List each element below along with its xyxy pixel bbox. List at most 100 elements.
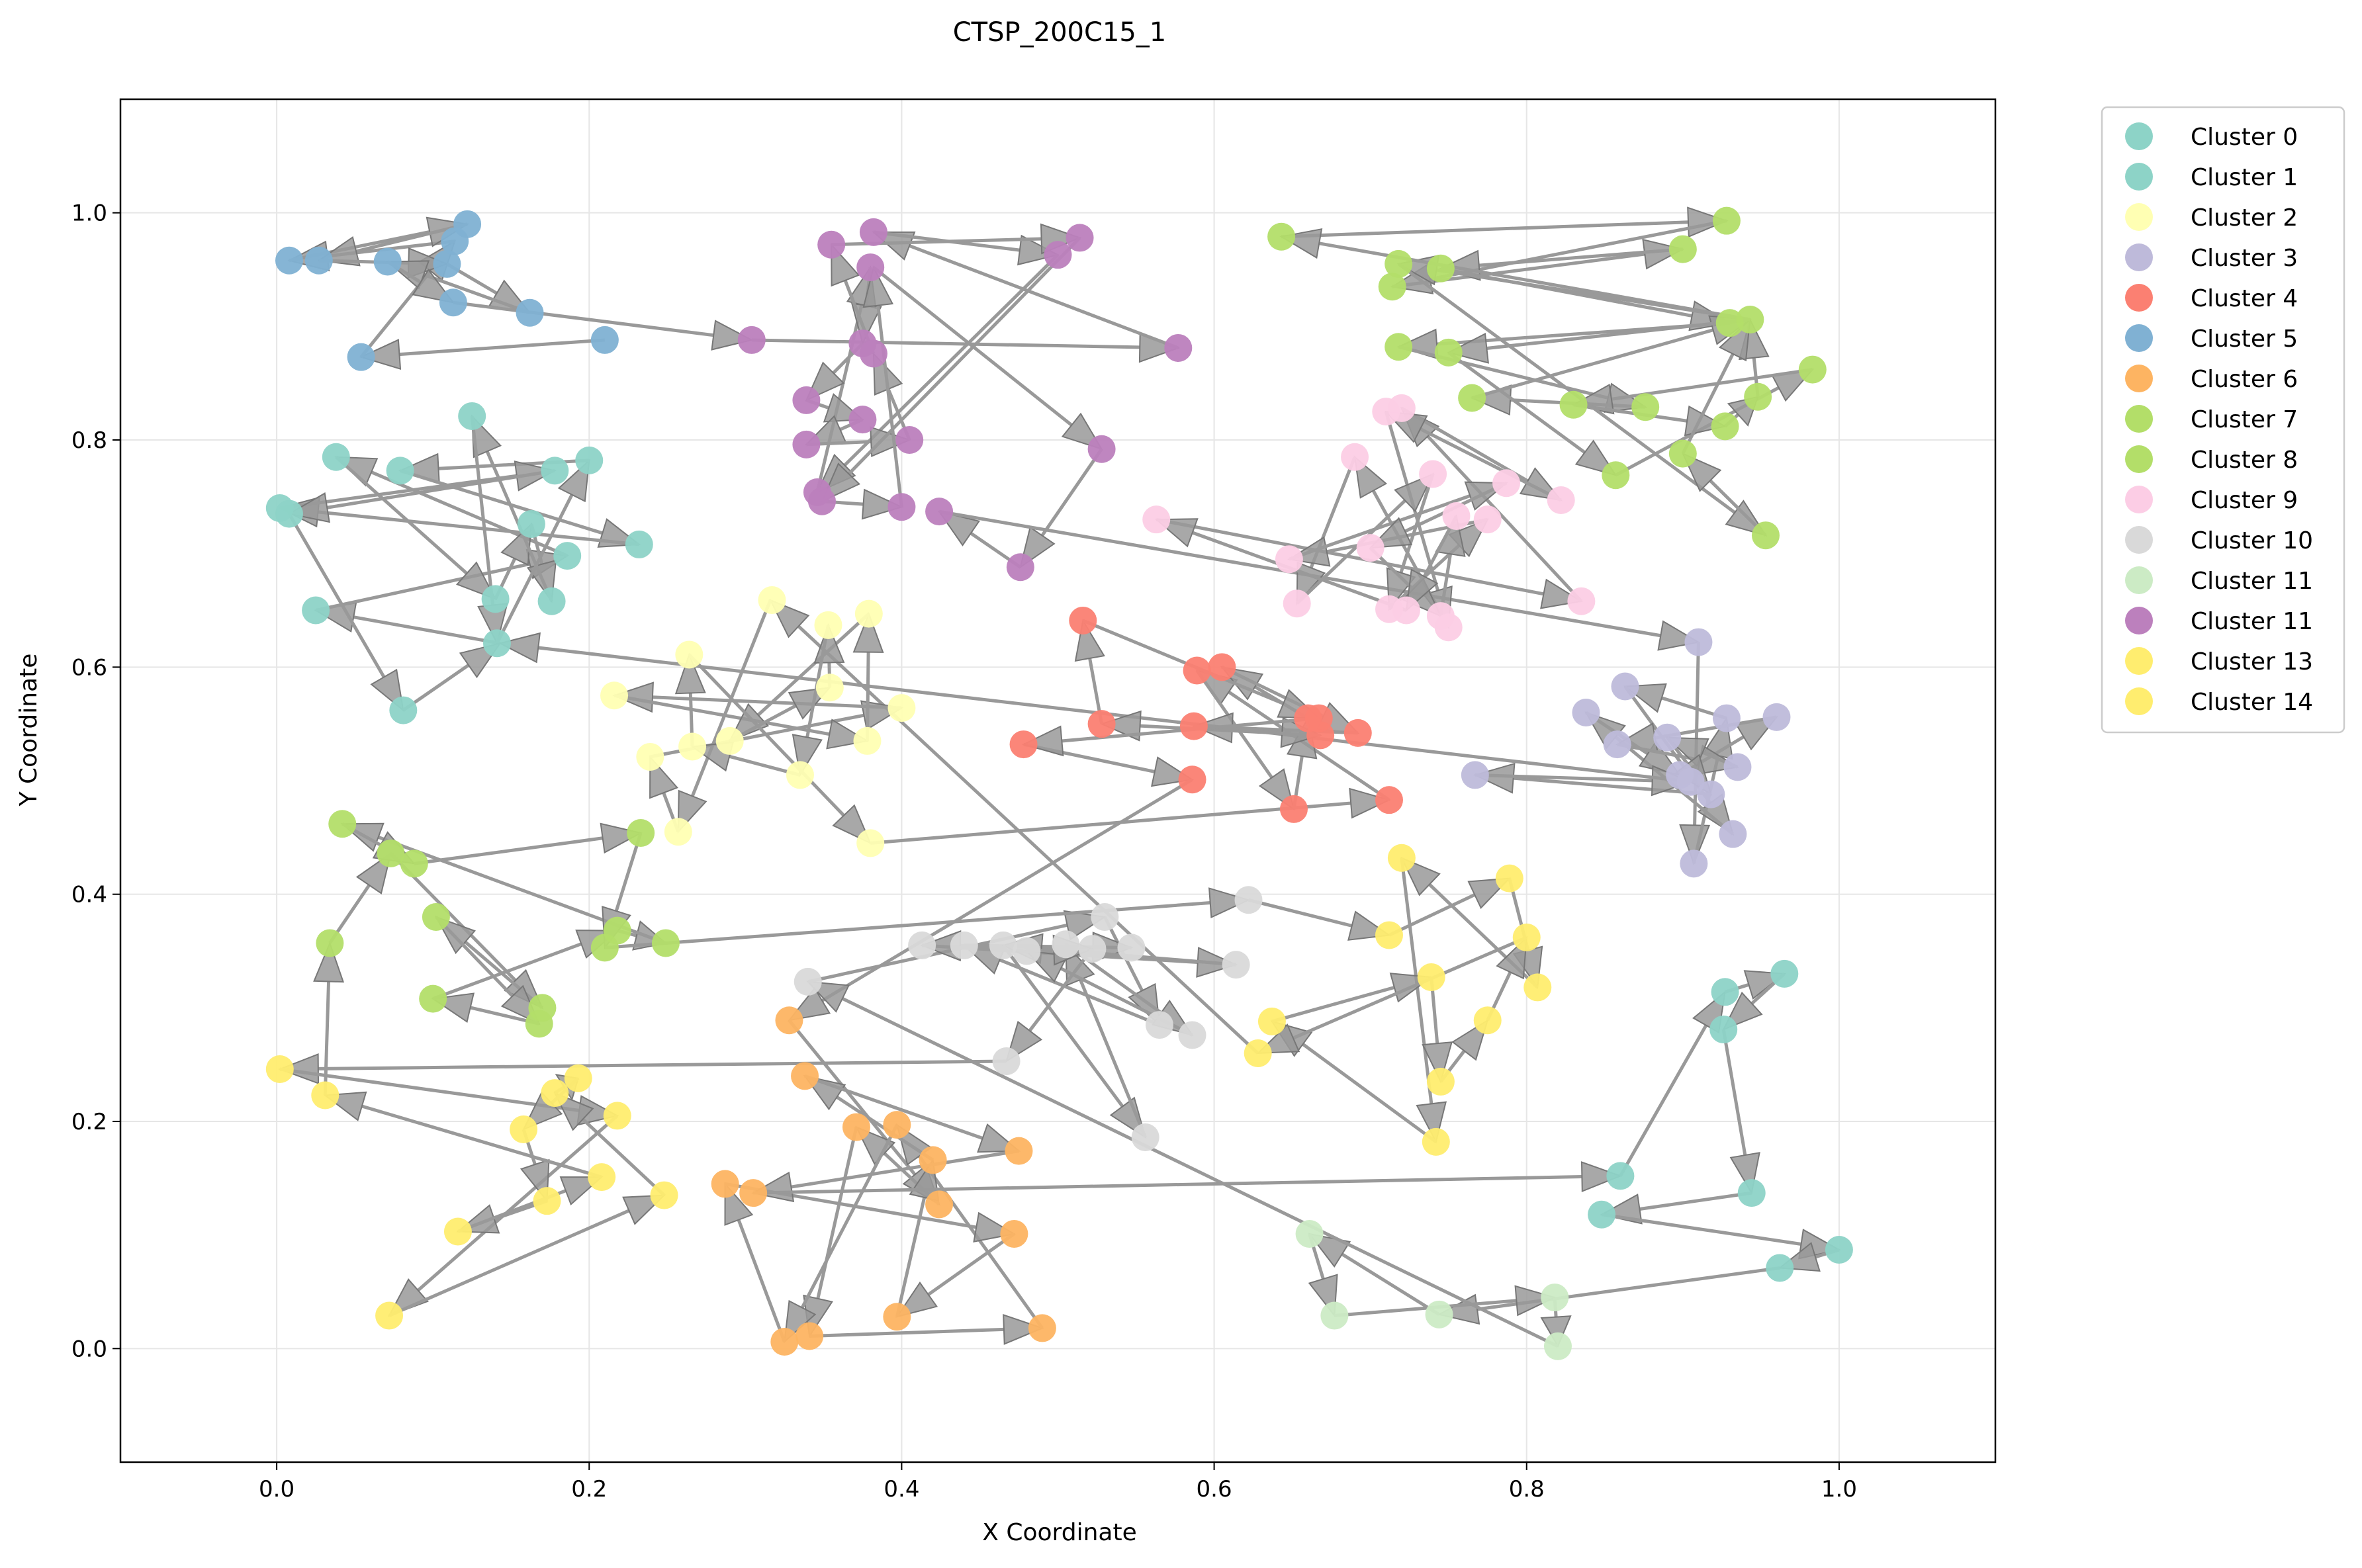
cluster-point xyxy=(1588,1200,1616,1229)
route-edge-line xyxy=(318,510,640,546)
legend-marker xyxy=(2125,324,2153,352)
route-edge-line xyxy=(399,468,604,535)
route-edge-line xyxy=(613,693,830,736)
route-edge-line xyxy=(1601,1213,1801,1246)
legend-marker xyxy=(2125,203,2153,231)
x-tick-label: 0.8 xyxy=(1509,1476,1545,1503)
cluster-point xyxy=(651,929,680,957)
cluster-point xyxy=(859,339,887,368)
cluster-point xyxy=(1426,1067,1455,1096)
route-edge-arrowhead xyxy=(1580,1161,1623,1192)
legend-label: Cluster 5 xyxy=(2191,326,2298,353)
cluster-point xyxy=(443,1217,472,1246)
tick-layer: 0.0 0.2 0.4 0.6 0.8 1.0 0.0 0.2 0.4 0.6 0.8 1.0 xyxy=(71,200,1857,1503)
cluster-point xyxy=(311,1081,340,1110)
route-edge-line xyxy=(453,300,714,337)
cluster-point xyxy=(1295,1219,1324,1248)
route-edge-line xyxy=(1191,531,1407,612)
cluster-point xyxy=(675,640,704,669)
cluster-point xyxy=(1744,382,1772,411)
route-edge-arrowhead xyxy=(1349,787,1391,819)
cluster-point xyxy=(1131,1123,1159,1152)
cluster-point xyxy=(482,629,511,658)
route-edge-line xyxy=(1271,986,1395,1024)
cluster-point xyxy=(389,696,418,724)
route-edge-line xyxy=(1248,898,1353,928)
legend-label: Cluster 1 xyxy=(2191,164,2298,191)
route-edge-line xyxy=(870,801,1351,845)
cluster-point xyxy=(770,1328,799,1356)
cluster-point xyxy=(1736,306,1764,334)
route-edge-line xyxy=(318,1059,1007,1070)
cluster-point xyxy=(887,493,916,521)
route-edge-line xyxy=(1082,619,1285,705)
cluster-point xyxy=(1208,653,1236,681)
cluster-point xyxy=(1543,1332,1572,1360)
cluster-point xyxy=(516,298,544,327)
cluster-point xyxy=(1668,439,1697,468)
cluster-point xyxy=(328,810,357,838)
legend-label: Cluster 10 xyxy=(2191,527,2313,554)
cluster-point xyxy=(304,246,333,275)
route-edge-line xyxy=(652,695,902,710)
legend-box xyxy=(2101,106,2345,734)
route-edge-line xyxy=(788,1019,917,1176)
cluster-point xyxy=(1091,903,1119,931)
cluster-point xyxy=(1572,699,1600,726)
route-edge-line xyxy=(1079,979,1148,1138)
route-edge-line xyxy=(423,273,531,315)
route-edge-line xyxy=(414,836,604,865)
cluster-point xyxy=(541,457,569,485)
cluster-point xyxy=(856,253,885,282)
cluster-point xyxy=(848,406,877,434)
cluster-point xyxy=(758,586,786,615)
cluster-point xyxy=(1078,935,1107,963)
legend-label: Cluster 13 xyxy=(2191,648,2313,675)
cluster-point xyxy=(1567,587,1596,615)
cluster-point xyxy=(453,210,482,238)
y-axis-label: Y Coordinate xyxy=(15,654,42,807)
x-tick-label: 1.0 xyxy=(1821,1476,1857,1503)
route-edge-line xyxy=(1426,435,1583,603)
route-edge-line xyxy=(753,1175,1582,1195)
cluster-point xyxy=(925,1190,954,1219)
route-edge-line xyxy=(1289,494,1471,561)
cluster-point xyxy=(791,1062,819,1090)
route-edge-line xyxy=(909,244,1179,350)
route-edge-arrowhead xyxy=(1017,234,1060,266)
cluster-point xyxy=(1547,486,1575,514)
cluster-point xyxy=(792,386,821,414)
cluster-point xyxy=(1257,1007,1286,1035)
route-edge-line xyxy=(1478,247,1684,267)
cluster-point xyxy=(1602,461,1630,490)
cluster-point xyxy=(842,1113,870,1141)
cluster-point xyxy=(1425,1300,1453,1328)
route-edge-arrowhead xyxy=(1416,1101,1447,1144)
legend-label: Cluster 6 xyxy=(2191,366,2298,393)
cluster-point xyxy=(533,1187,561,1215)
route-edge-arrowhead xyxy=(861,488,904,520)
cluster-point xyxy=(1275,545,1303,574)
cluster-point xyxy=(600,681,629,710)
cluster-point xyxy=(895,426,924,454)
cluster-point xyxy=(1178,1021,1206,1049)
cluster-point xyxy=(1392,596,1420,625)
cluster-point xyxy=(775,1006,803,1035)
cluster-point xyxy=(1611,672,1639,701)
cluster-point xyxy=(711,1170,739,1198)
legend-label: Cluster 3 xyxy=(2191,245,2298,272)
cluster-point xyxy=(528,994,557,1022)
cluster-point xyxy=(1422,1127,1450,1156)
cluster-point xyxy=(1473,1006,1502,1035)
route-edge-line xyxy=(751,338,1140,349)
route-edge-line xyxy=(388,1209,630,1317)
legend-marker xyxy=(2125,405,2153,433)
cluster-point xyxy=(908,931,936,959)
cluster-point xyxy=(1492,469,1521,498)
cluster-point xyxy=(737,326,766,354)
y-tick-label: 0.6 xyxy=(71,654,107,681)
cluster-point xyxy=(636,742,664,771)
route-edge-line xyxy=(1028,947,1094,1032)
cluster-point xyxy=(1267,222,1296,251)
route-edge-line xyxy=(1475,773,1653,783)
